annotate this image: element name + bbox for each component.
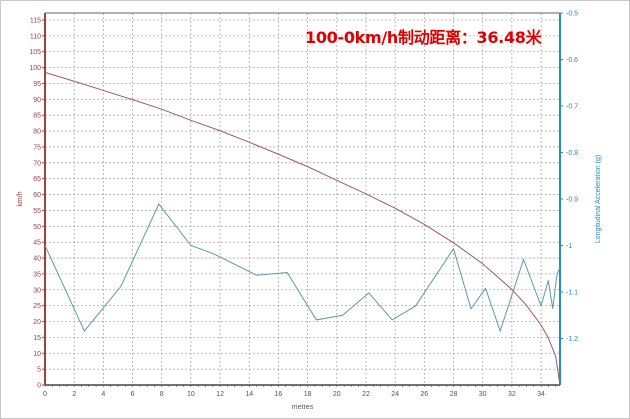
- y-tick-label: 100: [29, 65, 41, 72]
- y-tick-label: 55: [33, 208, 41, 215]
- x-tick-label: 28: [450, 391, 458, 398]
- y-tick-label: 20: [33, 319, 41, 326]
- x-tick-label: 0: [43, 391, 47, 398]
- y-tick-label: 0: [37, 383, 41, 390]
- y-tick-label: 110: [30, 33, 41, 40]
- x-tick-label: 8: [160, 391, 164, 398]
- y-tick-label: 35: [33, 271, 41, 278]
- y-tick-label: 75: [33, 144, 41, 151]
- y2-tick-label: -1: [566, 243, 572, 250]
- x-tick-label: 26: [420, 391, 428, 398]
- y-tick-label: 70: [33, 160, 41, 167]
- y-tick-label: 45: [33, 240, 41, 247]
- y2-tick-label: -0.5: [566, 11, 578, 18]
- x-tick-label: 24: [391, 391, 399, 398]
- y-tick-label: 65: [33, 176, 41, 183]
- x-tick-label: 32: [508, 391, 516, 398]
- y-tick-label: 5: [37, 367, 41, 374]
- y2-axis-label: Longitudinal Acceleration (g): [595, 155, 602, 243]
- y-tick-label: 40: [33, 256, 41, 263]
- x-tick-label: 18: [304, 391, 312, 398]
- y-tick-label: 80: [33, 129, 41, 136]
- y-tick-label: 50: [33, 224, 41, 231]
- y-tick-label: 25: [33, 303, 41, 310]
- y-tick-label: 85: [33, 113, 41, 120]
- y-tick-label: 95: [33, 81, 41, 88]
- x-axis-label: metres: [292, 404, 314, 411]
- y-tick-label: 30: [33, 287, 41, 294]
- y2-tick-label: -0.8: [566, 150, 578, 157]
- y-tick-label: 105: [29, 49, 41, 56]
- x-tick-label: 34: [537, 391, 545, 398]
- x-tick-label: 6: [131, 391, 135, 398]
- x-tick-label: 30: [479, 391, 487, 398]
- y-tick-label: 60: [33, 192, 41, 199]
- y2-tick-label: -1.1: [566, 290, 578, 297]
- y2-tick-label: -0.6: [566, 57, 578, 64]
- x-tick-label: 22: [362, 391, 370, 398]
- y-tick-label: 15: [33, 335, 41, 342]
- acceleration-line: [44, 203, 561, 333]
- y2-tick-label: -1.2: [566, 336, 578, 343]
- y-axis-label: km/h: [17, 191, 24, 206]
- y-tick-label: 90: [33, 97, 41, 104]
- x-tick-label: 16: [275, 391, 283, 398]
- speed-line: [44, 71, 561, 386]
- chart-title: 100-0km/h制动距离：36.48米: [305, 28, 542, 47]
- y2-tick-label: -0.7: [566, 104, 578, 111]
- x-tick-label: 2: [72, 391, 76, 398]
- y2-tick-label: -0.9: [566, 197, 578, 204]
- x-tick-label: 12: [216, 391, 224, 398]
- x-tick-label: 4: [101, 391, 105, 398]
- y-tick-label: 115: [30, 17, 41, 24]
- y-tick-label: 10: [33, 351, 41, 358]
- x-tick-label: 14: [245, 391, 253, 398]
- x-tick-label: 20: [333, 391, 341, 398]
- x-tick-label: 10: [187, 391, 195, 398]
